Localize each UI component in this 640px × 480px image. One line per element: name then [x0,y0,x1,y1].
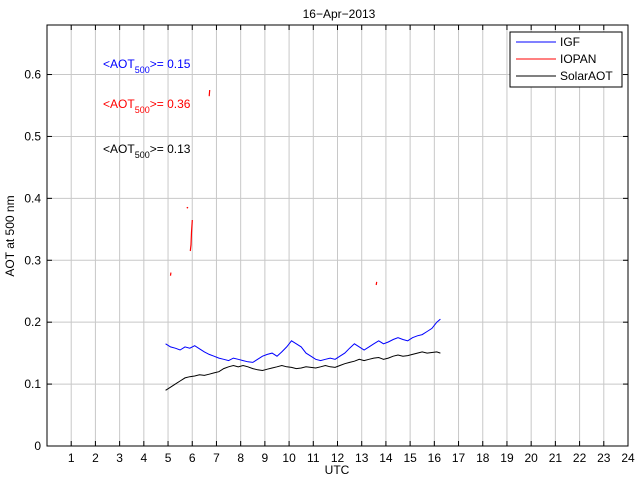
x-tick-label: 6 [189,451,196,465]
series-segment-iopan [208,89,211,97]
legend-label: IOPAN [560,52,596,66]
chart-title: 16−Apr−2013 [303,7,376,21]
x-tick-label: 12 [331,451,345,465]
y-tick-label: 0 [34,439,41,453]
x-tick-label: 16 [428,451,442,465]
mean-annotation: <AOT500>= 0.15 [103,57,191,75]
x-tick-label: 18 [476,451,490,465]
x-tick-label: 21 [549,451,563,465]
x-tick-label: 5 [165,451,172,465]
y-tick-label: 0.1 [24,377,41,391]
legend-label: IGF [560,35,580,49]
y-tick-label: 0.4 [24,191,41,205]
series-segment-iopan [375,281,378,286]
series-line-igf [165,318,441,363]
x-tick-label: 2 [92,451,99,465]
y-axis-label: AOT at 500 nm [3,195,17,276]
y-tick-label: 0.5 [24,129,41,143]
series-line-solaraot [165,351,441,391]
x-tick-label: 20 [524,451,538,465]
x-tick-label: 10 [282,451,296,465]
x-tick-label: 24 [621,451,635,465]
x-tick-label: 19 [500,451,514,465]
x-tick-label: 3 [116,451,123,465]
y-tick-label: 0.6 [24,68,41,82]
series-segment-iopan [189,219,193,252]
legend-label: SolarAOT [560,69,613,83]
x-tick-label: 9 [262,451,269,465]
x-tick-label: 1 [68,451,75,465]
grid [47,25,628,446]
x-tick-label: 13 [355,451,369,465]
mean-annotation: <AOT500>= 0.13 [103,142,191,160]
x-tick-label: 4 [140,451,147,465]
series-layer [165,89,441,391]
y-tick-label: 0.3 [24,253,41,267]
x-tick-label: 11 [307,451,320,465]
x-tick-label: 7 [213,451,220,465]
x-tick-label: 17 [452,451,466,465]
x-tick-label: 23 [597,451,611,465]
mean-annotations: <AOT500>= 0.15 <AOT500>= 0.36 <AOT500>= 0.… [103,57,191,160]
x-axis-label: UTC [325,463,350,477]
x-tick-label: 14 [379,451,393,465]
x-tick-label: 22 [573,451,587,465]
mean-annotation: <AOT500>= 0.36 [103,97,191,115]
y-tick-label: 0.2 [24,315,41,329]
x-tick-label: 15 [403,451,417,465]
legend: IGF IOPAN SolarAOT [509,31,623,88]
x-tick-label: 8 [237,451,244,465]
series-point [186,206,189,209]
ticks: 1 2 3 4 5 6 7 8 9 10 11 12 13 14 15 16 17 18 19 20 21 22 23 240… [24,25,635,465]
